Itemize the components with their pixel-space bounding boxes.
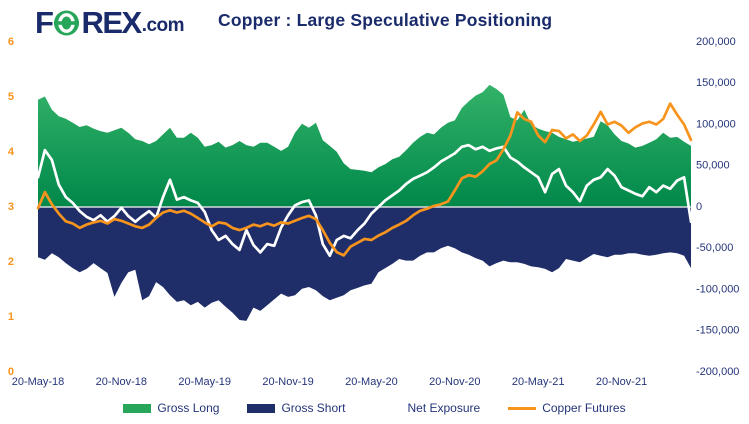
left-axis-label: 0 bbox=[8, 366, 14, 378]
legend-item-gross-long: Gross Long bbox=[123, 401, 219, 415]
x-axis-label: 20-May-19 bbox=[178, 376, 231, 388]
right-axis-label: 0 bbox=[696, 201, 702, 213]
net-exposure-line bbox=[36, 143, 693, 258]
gross-long-area bbox=[38, 84, 691, 207]
legend-label: Copper Futures bbox=[542, 401, 626, 415]
header: F REX .com Copper : Large Speculative Po… bbox=[0, 0, 749, 42]
legend-swatch-net-exposure bbox=[373, 406, 402, 410]
left-axis-label: 2 bbox=[8, 256, 14, 268]
legend-swatch-copper-futures bbox=[508, 406, 537, 410]
legend-item-net-exposure: Net Exposure bbox=[373, 401, 481, 415]
right-axis-label: 50,000 bbox=[696, 160, 730, 172]
left-axis-label: 1 bbox=[8, 311, 14, 323]
logo-dot-com: .com bbox=[141, 15, 185, 36]
left-axis-label: 4 bbox=[8, 146, 15, 158]
left-axis-label: 3 bbox=[8, 201, 14, 213]
legend-item-copper-futures: Copper Futures bbox=[508, 401, 626, 415]
gross-short-area bbox=[38, 207, 691, 321]
chart-title: Copper : Large Speculative Positioning bbox=[218, 10, 553, 30]
legend: Gross Long Gross Short Net Exposure Copper … bbox=[0, 401, 749, 415]
x-axis-label: 20-Nov-21 bbox=[596, 376, 647, 388]
x-axis-label: 20-Nov-19 bbox=[262, 376, 313, 388]
x-axis-label: 20-May-18 bbox=[12, 376, 65, 388]
forex-logo: F REX .com bbox=[35, 5, 185, 40]
legend-item-gross-short: Gross Short bbox=[247, 401, 346, 415]
right-axis-label: -100,000 bbox=[696, 283, 739, 295]
right-axis-label: -200,000 bbox=[696, 366, 739, 378]
left-axis-label: 5 bbox=[8, 91, 14, 103]
left-axis-label: 6 bbox=[8, 36, 14, 48]
legend-swatch-gross-long bbox=[123, 403, 152, 413]
legend-label: Net Exposure bbox=[407, 401, 481, 415]
copper-futures-line bbox=[36, 102, 693, 257]
legend-swatch-gross-short bbox=[247, 403, 276, 413]
right-axis-label: -50,000 bbox=[696, 242, 733, 254]
x-axis-label: 20-Nov-20 bbox=[429, 376, 480, 388]
right-axis-label: 200,000 bbox=[696, 36, 736, 48]
x-axis-label: 20-May-21 bbox=[512, 376, 565, 388]
right-axis-label: 100,000 bbox=[696, 118, 736, 130]
x-axis-label: 20-Nov-18 bbox=[96, 376, 147, 388]
right-axis-label: -150,000 bbox=[696, 325, 739, 337]
forex-o-icon bbox=[54, 10, 80, 36]
legend-label: Gross Short bbox=[281, 401, 346, 415]
x-axis-label: 20-May-20 bbox=[345, 376, 398, 388]
legend-label: Gross Long bbox=[157, 401, 220, 415]
logo-letter-f: F bbox=[35, 5, 54, 40]
right-axis-label: 150,000 bbox=[696, 77, 736, 89]
logo-letters-rex: REX bbox=[81, 5, 142, 40]
